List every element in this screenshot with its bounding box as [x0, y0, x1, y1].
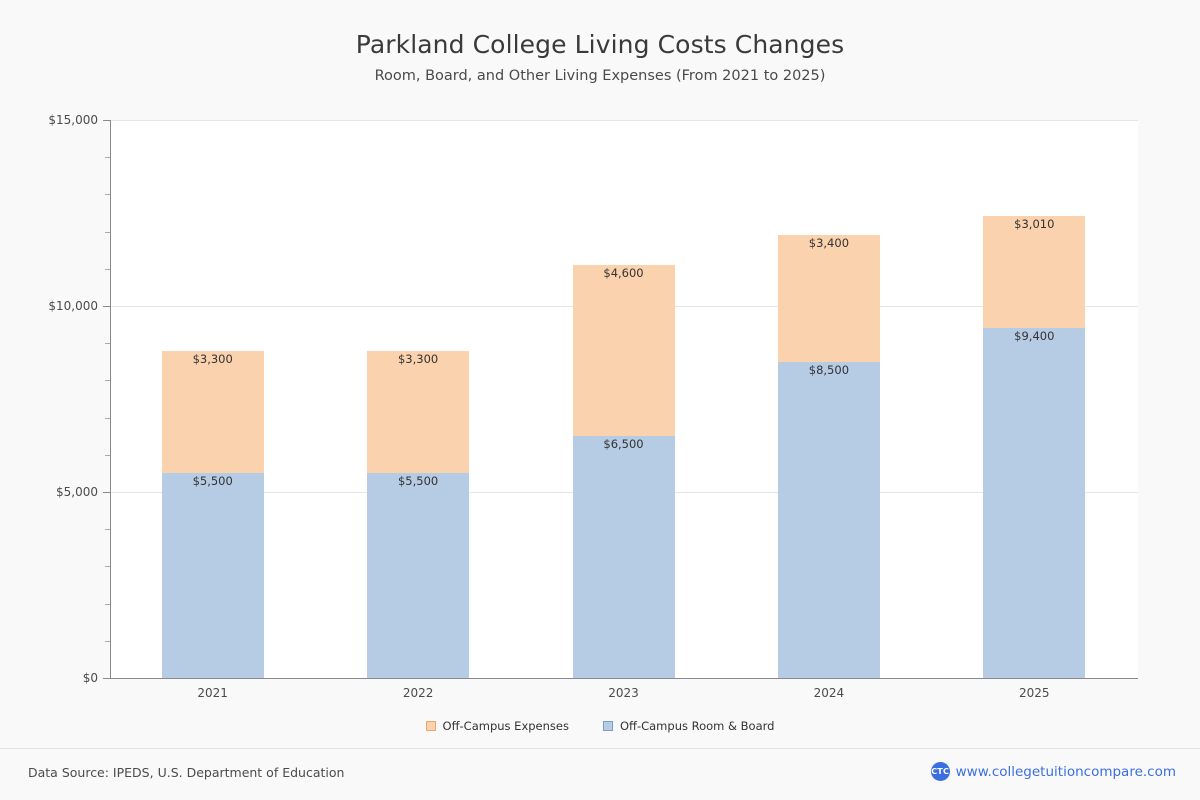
bar-group-2021[interactable]: $5,500 $3,300 — [161, 120, 264, 678]
y-axis-minor-tick — [105, 566, 110, 568]
y-axis-minor-tick — [105, 231, 110, 233]
page-subtitle: Room, Board, and Other Living Expenses (… — [374, 68, 826, 84]
y-axis-label: $15,000 — [48, 113, 98, 127]
x-axis-label-2024: 2024 — [813, 686, 845, 700]
y-axis-minor-tick — [105, 417, 110, 419]
y-axis-minor-tick — [105, 603, 110, 605]
y-axis-minor-tick — [105, 380, 110, 382]
y-axis-minor-tick — [105, 640, 110, 642]
y-axis-label: $10,000 — [48, 299, 98, 313]
legend-item-0[interactable]: Off-Campus Expenses — [425, 719, 569, 733]
y-axis-minor-tick — [105, 343, 110, 345]
y-axis-minor-tick — [105, 268, 110, 270]
y-gridline — [111, 120, 1138, 121]
bar-segment[interactable] — [367, 350, 470, 474]
bar-segment[interactable] — [572, 265, 675, 437]
data-source-label: Data Source: IPEDS, U.S. Department of E… — [28, 765, 345, 780]
chart-legend: Off-Campus Expenses Off-Campus Room & Boa… — [0, 719, 1200, 733]
x-axis-label-2022: 2022 — [402, 686, 434, 700]
legend-swatch-icon — [602, 721, 613, 731]
y-axis-tick — [103, 120, 110, 121]
y-axis-label: $5,000 — [56, 485, 98, 499]
y-axis-minor-tick — [105, 454, 110, 456]
y-axis-minor-tick — [105, 529, 110, 531]
bar-group-2022[interactable]: $5,500 $3,300 — [367, 120, 470, 678]
bar-segment[interactable] — [161, 473, 264, 678]
ctc-logo-icon: CTC — [930, 762, 950, 781]
brand-link[interactable]: CTC www.collegetuitioncompare.com — [930, 762, 1176, 781]
bar-segment[interactable] — [983, 216, 1086, 329]
y-axis-tick — [103, 306, 110, 307]
chart-header: Parkland College Living Costs Changes Ro… — [0, 30, 1200, 85]
legend-swatch-icon — [425, 721, 436, 731]
y-axis-minor-tick — [105, 157, 110, 159]
y-axis-tick — [103, 678, 110, 679]
legend-label: Off-Campus Expenses — [442, 719, 569, 733]
footer-divider — [0, 748, 1200, 749]
x-axis-label-2025: 2025 — [1019, 686, 1050, 700]
y-axis-label: $0 — [82, 671, 98, 685]
bar-segment[interactable] — [367, 473, 470, 678]
x-axis-label-2021: 2021 — [197, 686, 228, 700]
y-axis-minor-tick — [105, 194, 110, 196]
bar-group-2023[interactable]: $6,500 $4,600 — [572, 120, 675, 678]
bar-segment[interactable] — [777, 235, 880, 362]
bar-segment[interactable] — [983, 328, 1086, 678]
brand-url-label: www.collegetuitioncompare.com — [955, 763, 1176, 780]
bar-group-2025[interactable]: $9,400 $3,010 — [983, 120, 1086, 678]
page-title: Parkland College Living Costs Changes — [355, 30, 845, 59]
legend-item-1[interactable]: Off-Campus Room & Board — [602, 719, 775, 733]
bar-group-2024[interactable]: $8,500 $3,400 — [777, 120, 880, 678]
bar-segment[interactable] — [777, 361, 880, 678]
legend-label: Off-Campus Room & Board — [619, 719, 775, 733]
x-axis-label-2023: 2023 — [608, 686, 639, 700]
y-axis-tick — [103, 492, 110, 493]
bar-segment[interactable] — [572, 436, 675, 678]
bar-segment[interactable] — [161, 350, 264, 474]
